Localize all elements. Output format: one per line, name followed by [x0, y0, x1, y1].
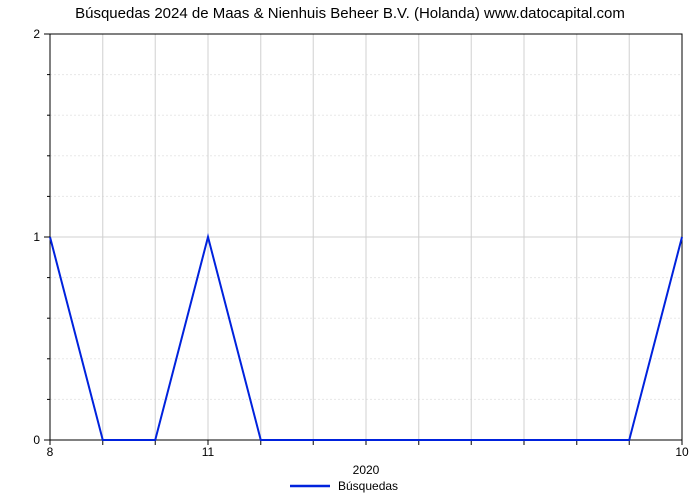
x-tick-label: 8 [47, 445, 54, 459]
legend-label: Búsquedas [338, 479, 398, 493]
chart-container: Búsquedas 2024 de Maas & Nienhuis Beheer… [0, 0, 700, 500]
line-chart: Búsquedas 2024 de Maas & Nienhuis Beheer… [0, 0, 700, 500]
x-axis-label: 2020 [353, 463, 380, 477]
x-tick-label: 11 [202, 445, 215, 459]
y-tick-label: 0 [33, 433, 40, 447]
y-tick-label: 2 [33, 27, 40, 41]
chart-title: Búsquedas 2024 de Maas & Nienhuis Beheer… [75, 5, 625, 22]
x-tick-label: 10 [675, 445, 689, 459]
y-tick-label: 1 [33, 230, 40, 244]
